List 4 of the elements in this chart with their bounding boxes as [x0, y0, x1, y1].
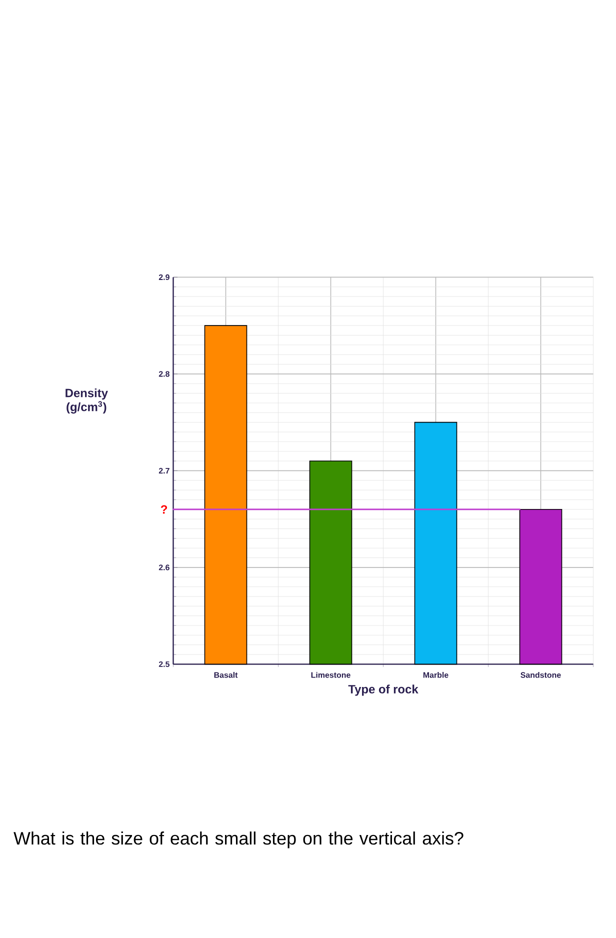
- text: What is the size of each small step on the vertical axis?: [14, 832, 464, 848]
- ref-line-label: ?: [160, 505, 168, 514]
- y-axis-title: Density (g/cm$^{3}$): [66, 388, 108, 414]
- x-axis-title: Type of rock: [348, 684, 418, 696]
